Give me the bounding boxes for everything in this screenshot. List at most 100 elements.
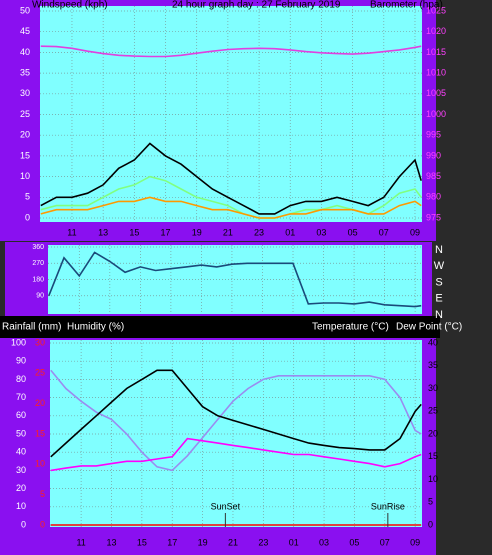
y-axis-title: Humidity (%) bbox=[67, 322, 124, 333]
y3-tick-label: 30 bbox=[35, 337, 45, 347]
y3-tick-label: 15 bbox=[35, 428, 45, 438]
y-tick-label: 40 bbox=[16, 447, 26, 457]
y2-axis-title: Barometer (hpa) bbox=[370, 0, 443, 11]
y-tick-label: 35 bbox=[20, 67, 30, 77]
y-tick-label: 70 bbox=[16, 392, 26, 402]
y2-tick-label: 1005 bbox=[426, 88, 446, 98]
y3-axis-title: Rainfall (mm) bbox=[2, 322, 61, 333]
x-tick-label: 07 bbox=[380, 537, 390, 547]
y2-tick-label: S bbox=[435, 276, 442, 288]
x-tick-label: 17 bbox=[161, 227, 171, 237]
y2-tick-label: 20 bbox=[428, 428, 438, 438]
y-tick-label: 100 bbox=[11, 337, 26, 347]
y-tick-label: 30 bbox=[20, 88, 30, 98]
y-tick-label: 0 bbox=[21, 519, 26, 529]
x-tick-label: 03 bbox=[319, 537, 329, 547]
x-tick-label: 07 bbox=[379, 227, 389, 237]
x-tick-label: 05 bbox=[348, 227, 358, 237]
y-tick-label: 0 bbox=[25, 212, 30, 222]
y2-tick-label: 1015 bbox=[426, 47, 446, 57]
y3-tick-label: 0 bbox=[40, 519, 45, 529]
y3-tick-label: 5 bbox=[40, 489, 45, 499]
y-tick-label: 80 bbox=[16, 374, 26, 384]
y2-tick-label: E bbox=[435, 293, 442, 305]
y2-tick-label: 1025 bbox=[426, 5, 446, 15]
x-tick-label: 15 bbox=[129, 227, 139, 237]
y-axis-title: Windspeed (kph) bbox=[32, 0, 108, 11]
y2-tick-label: N bbox=[435, 244, 443, 256]
series-line bbox=[40, 196, 422, 219]
series-line bbox=[40, 142, 422, 215]
y2-tick-label: 35 bbox=[428, 360, 438, 370]
x-tick-label: 23 bbox=[258, 537, 268, 547]
y-tick-label: 5 bbox=[25, 192, 30, 202]
y-tick-label: 20 bbox=[16, 483, 26, 493]
annotation: SunRise bbox=[371, 501, 405, 511]
series-line bbox=[50, 369, 422, 472]
x-tick-label: 03 bbox=[316, 227, 326, 237]
y2-tick-label: 5 bbox=[428, 497, 433, 507]
x-tick-label: 01 bbox=[289, 537, 299, 547]
y-tick-label: 60 bbox=[16, 410, 26, 420]
y-tick-label: 90 bbox=[36, 293, 44, 300]
y-tick-label: 50 bbox=[20, 5, 30, 15]
y3-tick-label: 20 bbox=[35, 398, 45, 408]
y2-tick-label: 1000 bbox=[426, 109, 446, 119]
x-tick-label: 23 bbox=[254, 227, 264, 237]
y-tick-label: 360 bbox=[32, 244, 44, 251]
x-tick-label: 15 bbox=[137, 537, 147, 547]
y3-tick-label: 25 bbox=[35, 368, 45, 378]
series-line bbox=[50, 437, 422, 472]
y2-tick-label: 975 bbox=[426, 212, 441, 222]
x-tick-label: 21 bbox=[223, 227, 233, 237]
y-tick-label: 15 bbox=[20, 150, 30, 160]
y-tick-label: 50 bbox=[16, 428, 26, 438]
y-tick-label: 25 bbox=[20, 109, 30, 119]
y-tick-label: 10 bbox=[16, 501, 26, 511]
x-tick-label: 05 bbox=[349, 537, 359, 547]
y2-tick-label: 995 bbox=[426, 130, 441, 140]
y2-axis-title: Dew Point (°C) bbox=[396, 322, 462, 333]
y2-tick-label: 30 bbox=[428, 383, 438, 393]
y-tick-label: 270 bbox=[32, 260, 44, 267]
y2-tick-label: 1020 bbox=[426, 26, 446, 36]
series-line bbox=[50, 369, 422, 458]
y2-tick-label: N bbox=[435, 309, 443, 321]
y3-tick-label: 10 bbox=[35, 459, 45, 469]
annotation: SunSet bbox=[211, 501, 241, 511]
y2-tick-label: 990 bbox=[426, 150, 441, 160]
x-tick-label: 13 bbox=[106, 537, 116, 547]
y2-tick-label: 10 bbox=[428, 474, 438, 484]
x-tick-label: 19 bbox=[192, 227, 202, 237]
x-tick-label: 09 bbox=[410, 537, 420, 547]
y-tick-label: 90 bbox=[16, 356, 26, 366]
y2-tick-label: 15 bbox=[428, 451, 438, 461]
y-tick-label: 20 bbox=[20, 130, 30, 140]
y2-tick-label: 40 bbox=[428, 337, 438, 347]
series-line bbox=[48, 251, 422, 308]
y2-tick-label: 25 bbox=[428, 406, 438, 416]
label-strip bbox=[0, 316, 440, 338]
chart-title: 24 hour graph day : 27 February 2019 bbox=[172, 0, 341, 11]
x-tick-label: 01 bbox=[285, 227, 295, 237]
x-tick-label: 21 bbox=[228, 537, 238, 547]
y2-tick-label: 980 bbox=[426, 192, 441, 202]
x-tick-label: 11 bbox=[67, 227, 76, 237]
y2-tick-label: W bbox=[434, 260, 445, 272]
x-tick-label: 09 bbox=[410, 227, 420, 237]
y-tick-label: 180 bbox=[32, 276, 44, 283]
plot-area bbox=[50, 340, 422, 527]
plot-area bbox=[40, 6, 422, 222]
y2-axis-title: Temperature (°C) bbox=[312, 322, 389, 333]
series-line bbox=[40, 45, 422, 58]
x-tick-label: 13 bbox=[98, 227, 108, 237]
x-tick-label: 19 bbox=[198, 537, 208, 547]
y2-tick-label: 985 bbox=[426, 171, 441, 181]
y2-tick-label: 1010 bbox=[426, 67, 446, 77]
y-tick-label: 40 bbox=[20, 47, 30, 57]
x-tick-label: 11 bbox=[76, 537, 85, 547]
y2-tick-label: 0 bbox=[428, 519, 433, 529]
x-tick-label: 17 bbox=[167, 537, 177, 547]
